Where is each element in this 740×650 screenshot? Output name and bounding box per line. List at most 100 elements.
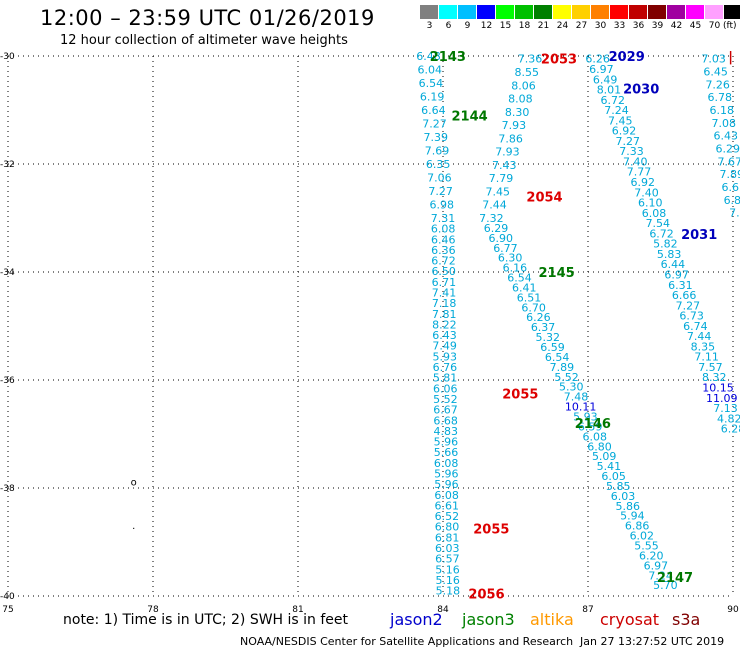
wave-height-value: 8.35 — [691, 340, 716, 353]
wave-height-value: 6.20 — [639, 549, 664, 562]
wave-height-value: 7.54 — [646, 217, 671, 230]
wave-height-value: 7.49 — [432, 340, 457, 353]
legend-label: 15 — [499, 21, 512, 31]
satellite-label-cryosat: cryosat — [600, 610, 660, 629]
wave-height-value: 6.68 — [433, 414, 458, 427]
wave-height-value: 6.10 — [638, 197, 663, 210]
wave-height-value: 8.32 — [702, 371, 727, 384]
wave-height-value: 6.16 — [503, 262, 528, 275]
wave-height-value: 7.31 — [431, 212, 456, 225]
wave-height-value: 6.41 — [512, 281, 537, 294]
pass-number-label: 2144 — [451, 109, 487, 124]
pass-labels: 2143 2144 2145 2146 2147 2053 2054 2055 2055 2056… — [430, 50, 733, 602]
wave-height-value: 6.80 — [435, 521, 460, 534]
wave-height-value: 6.59 — [578, 420, 603, 433]
wave-height-value: 6.67 — [433, 404, 458, 417]
legend-label: 70 — [708, 21, 721, 31]
wave-height-value: 6.90 — [488, 232, 513, 245]
legend-label: 39 — [651, 21, 664, 31]
wave-height-value: 7.81 — [432, 308, 457, 321]
legend-swatch — [553, 5, 572, 19]
pass-number-label: 2029 — [609, 50, 645, 65]
wave-height-value: 5.96 — [434, 467, 459, 480]
buoy-marker: o — [131, 478, 137, 489]
wave-height-value: 6.26 — [585, 53, 610, 66]
legend-swatch — [420, 5, 439, 19]
wave-height-value: 6.43 — [714, 130, 739, 143]
wave-height-value: 8.22 — [432, 318, 457, 331]
wave-height-value: 7.43 — [492, 159, 517, 172]
wave-height-value: 6.08 — [434, 457, 459, 470]
legend-label: 24 — [556, 21, 569, 31]
wave-height-value: 7.32 — [479, 212, 504, 225]
wave-height-value: 6.43 — [432, 329, 457, 342]
legend-swatch — [686, 5, 705, 19]
edge-pass-mark: | — [728, 50, 733, 65]
wave-height-value: 7.45 — [608, 114, 633, 127]
wave-height-value: 10.15 — [702, 382, 734, 395]
wave-height-value: 6.08 — [434, 489, 459, 502]
wave-height-value: 7.27 — [676, 299, 701, 312]
wave-height-value: 7.86 — [498, 132, 523, 145]
wave-height-value: 6.49 — [593, 73, 618, 86]
legend-swatch — [458, 5, 477, 19]
wave-height-value: 5.41 — [597, 460, 622, 473]
map-grid — [7, 55, 734, 597]
legend-swatch — [477, 5, 496, 19]
wave-height-value: 5.30 — [559, 381, 584, 394]
wave-height-value: 5.86 — [615, 500, 640, 513]
wave-height-value: 7.36 — [518, 53, 543, 66]
wave-height-value: 5.66 — [434, 446, 459, 459]
wave-height-value: 6.50 — [431, 265, 456, 278]
wave-height-value: 7.40 — [623, 155, 648, 168]
legend-swatch — [705, 5, 724, 19]
wave-height-value: 7.33 — [619, 145, 644, 158]
wave-height-value: 6.36 — [431, 244, 456, 257]
wave-height-value: 5.09 — [592, 450, 617, 463]
wave-height-value: 6.59 — [540, 341, 565, 354]
legend-label: 9 — [464, 21, 471, 31]
wave-height-value: 6.72 — [649, 227, 674, 240]
wave-height-value: 6.30 — [498, 252, 523, 265]
note-text: note: 1) Time is in UTC; 2) SWH is in fe… — [63, 612, 349, 628]
pass-number-label: 2031 — [681, 228, 717, 243]
legend-swatch — [572, 5, 591, 19]
wave-height-value: 7.44 — [687, 330, 712, 343]
wave-height-value: 7.40 — [634, 186, 659, 199]
pass-number-label: 2145 — [538, 266, 574, 281]
wave-height-value: 6.29 — [716, 142, 740, 155]
legend-swatch — [515, 5, 534, 19]
wave-height-value: 6.98 — [430, 199, 455, 212]
wave-height-value: 7.89 — [550, 361, 575, 374]
wave-height-value: 6.64 — [421, 104, 446, 117]
map-axes: 75 78 81 84 87 90 -30 -32 -34 -36 -38 -40 — [0, 52, 739, 615]
wave-height-value: 7.03 — [701, 53, 726, 66]
wave-height-value: 6.54 — [419, 77, 444, 90]
wave-height-value: 5.70 — [653, 579, 678, 592]
wave-height-value: 6.35 — [426, 158, 451, 171]
wave-height-value: 10.11 — [565, 401, 597, 414]
wave-height-value: 7.89 — [720, 168, 740, 181]
wave-height-value: 6.08 — [431, 223, 456, 236]
wave-height-value: 7.79 — [489, 172, 514, 185]
legend-label: 45 — [689, 21, 702, 31]
wave-height-value: 6.72 — [431, 255, 456, 268]
legend-swatch — [439, 5, 458, 19]
wave-height-value: 5.94 — [620, 510, 645, 523]
wave-height-value: 6.48 — [416, 50, 441, 63]
lat-tick-label: -38 — [0, 484, 15, 494]
satellite-label-s3a: s3a — [672, 610, 701, 629]
wave-height-value: 6.81 — [435, 531, 460, 544]
wave-height-value: 7.13 — [713, 402, 738, 415]
wave-height-value: 7.27 — [428, 185, 453, 198]
wave-height-value: 6.45 — [703, 66, 728, 79]
lat-tick-label: -34 — [0, 268, 15, 278]
pass-number-label: 2146 — [575, 417, 611, 432]
wave-height-value: 5.18 — [436, 585, 461, 598]
legend-swatch — [591, 5, 610, 19]
wave-height-value: 7.24 — [648, 569, 673, 582]
pass-number-label: 2055 — [502, 388, 538, 403]
wave-height-value: 7.27 — [422, 118, 447, 131]
lat-tick-label: -36 — [0, 376, 15, 386]
altimeter-tracks: 6.486.046.546.196.647.277.397.696.357.06… — [416, 50, 740, 598]
